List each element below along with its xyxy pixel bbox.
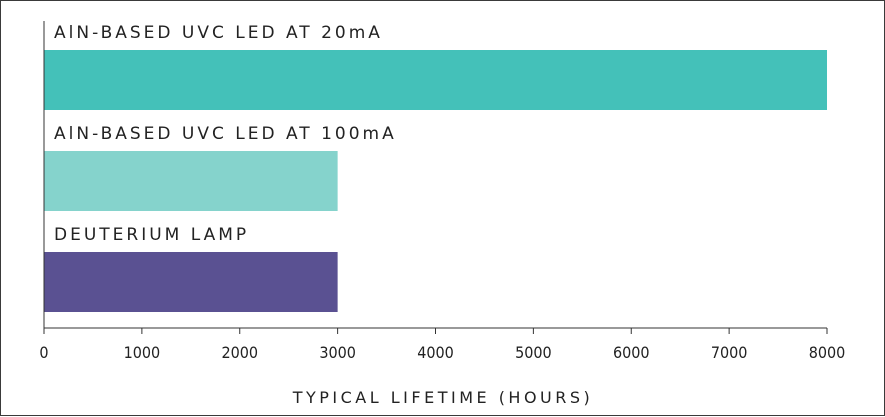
x-tick-label: 2000 bbox=[221, 343, 258, 362]
x-ticks-layer: 0 1000 2000 3000 4000 5000 6000 7000 8000 bbox=[39, 328, 845, 362]
x-tick-label: 1000 bbox=[124, 343, 161, 362]
x-tick-label: 5000 bbox=[515, 343, 552, 362]
x-tick-label: 0 bbox=[39, 343, 48, 362]
bar-3 bbox=[44, 252, 338, 312]
bar-labels-layer: AlN-BASED UVC LED AT 20mA AlN-BASED UVC L… bbox=[54, 23, 397, 245]
x-tick-label: 4000 bbox=[417, 343, 454, 362]
x-axis-title: TYPICAL LIFETIME (HOURS) bbox=[292, 388, 594, 407]
bar-label-1: AlN-BASED UVC LED AT 20mA bbox=[54, 23, 383, 43]
x-tick-label: 6000 bbox=[613, 343, 650, 362]
bar-label-2: AlN-BASED UVC LED AT 100mA bbox=[54, 124, 397, 144]
x-tick-label: 7000 bbox=[711, 343, 748, 362]
x-tick-label: 3000 bbox=[319, 343, 356, 362]
bars-layer bbox=[44, 50, 827, 312]
bar-1 bbox=[44, 50, 827, 110]
x-tick-label: 8000 bbox=[809, 343, 846, 362]
bar-2 bbox=[44, 151, 338, 211]
bar-label-3: DEUTERIUM LAMP bbox=[54, 225, 249, 245]
